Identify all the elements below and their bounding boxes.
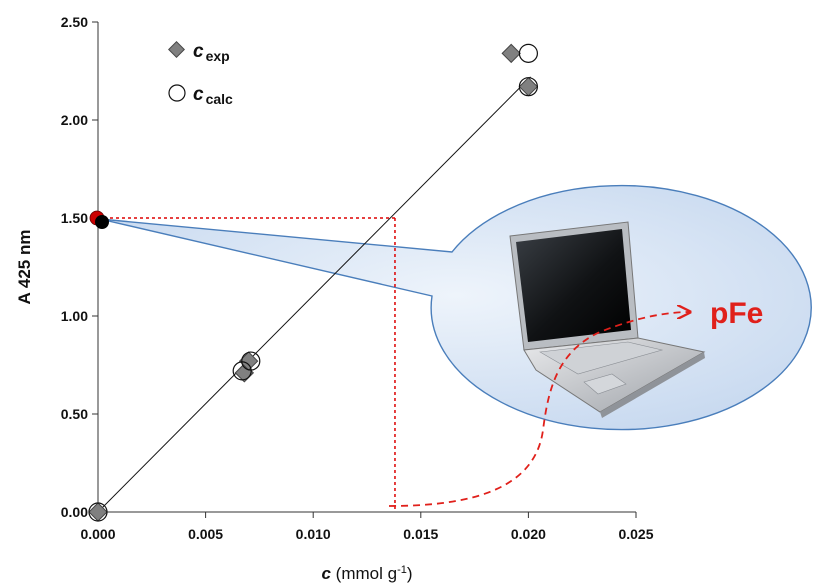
measured-point-black: [95, 215, 109, 229]
y-tick-label: 2.00: [61, 112, 88, 128]
x-tick-label: 0.015: [403, 526, 438, 542]
y-tick-label: 2.50: [61, 14, 88, 30]
y-tick-label: 1.00: [61, 308, 88, 324]
y-tick-label: 0.50: [61, 406, 88, 422]
y-axis-ticks: 0.00 0.50 1.00 1.50 2.00 2.50: [61, 14, 98, 520]
legend-marker-ccalc: [168, 84, 186, 102]
x-tick-label: 0.010: [296, 526, 331, 542]
y-axis-label: A 425 nm: [15, 230, 34, 305]
x-tick-label: 0.025: [618, 526, 653, 542]
data-point-ccalc: [518, 43, 539, 63]
callout-bubble-shape: [99, 184, 812, 431]
x-tick-label: 0.005: [188, 526, 223, 542]
series-ccalc: [88, 43, 539, 522]
data-point-ccalc: [88, 502, 108, 522]
legend: c exp c calc: [168, 41, 233, 107]
legend-label-cexp: c exp: [193, 41, 230, 64]
x-axis-label: c (mmol g-1): [321, 564, 412, 583]
fit-line: [97, 76, 531, 513]
pfe-label: pFe: [710, 297, 763, 330]
legend-marker-cexp: [168, 41, 185, 58]
data-point-cexp: [501, 43, 521, 64]
callout-bubble: [99, 184, 812, 431]
y-tick-label: 0.00: [61, 504, 88, 520]
legend-label-ccalc: c calc: [193, 84, 233, 107]
data-point-ccalc: [241, 351, 261, 371]
x-axis-ticks: 0.000 0.005 0.010 0.015 0.020 0.025: [80, 512, 654, 542]
projection-lines: [98, 217, 396, 512]
laptop-icon: [509, 221, 706, 418]
y-tick-label: 1.50: [61, 210, 88, 226]
measured-point: [89, 210, 109, 229]
x-tick-label: 0.020: [511, 526, 546, 542]
data-point-ccalc: [518, 77, 539, 97]
x-tick-label: 0.000: [80, 526, 115, 542]
curved-arrow: [388, 312, 690, 507]
